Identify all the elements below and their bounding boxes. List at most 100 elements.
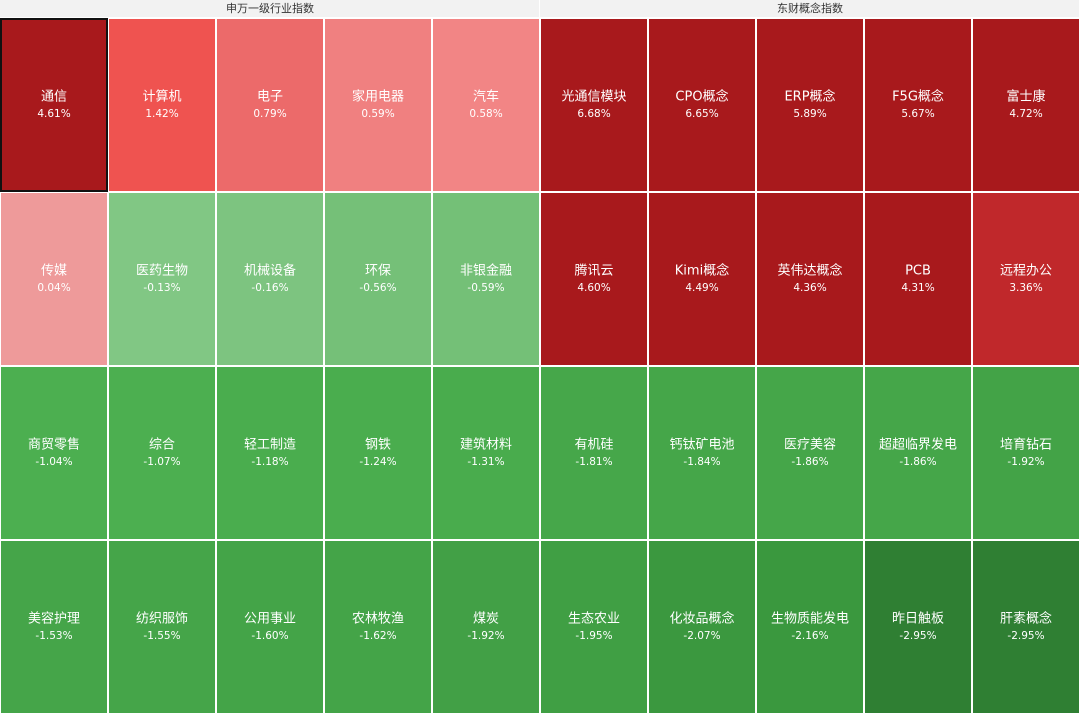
cell-name: PCB <box>905 264 931 279</box>
cell-name: 美容护理 <box>28 611 80 627</box>
heat-cell <box>541 367 647 539</box>
cell-value: 5.67% <box>901 108 934 120</box>
cell-name: 非银金融 <box>460 263 512 279</box>
cell-name: 富士康 <box>1006 89 1045 105</box>
cell-name: 医药生物 <box>136 264 188 279</box>
heat-cell <box>865 193 971 365</box>
cell-value: -1.07% <box>143 456 180 468</box>
heat-cell <box>433 541 539 713</box>
heat-cell <box>109 19 215 191</box>
cell-name: 昨日触板 <box>892 612 944 627</box>
cell-value: -1.95% <box>575 630 612 642</box>
heat-cell <box>973 541 1079 713</box>
heat-cell <box>1 193 107 365</box>
heat-cell <box>217 541 323 713</box>
cell-value: 4.60% <box>577 282 610 294</box>
heat-cell <box>325 367 431 539</box>
cell-value: -0.56% <box>359 282 396 294</box>
cell-name: 英伟达概念 <box>777 263 842 279</box>
cell-value: -2.95% <box>1007 630 1044 642</box>
heat-cell <box>757 541 863 713</box>
cell-name: 机械设备 <box>244 263 296 279</box>
cell-value: -0.13% <box>143 282 180 294</box>
cell-name: 商贸零售 <box>28 437 80 453</box>
heat-cell <box>325 541 431 713</box>
heat-cell <box>109 367 215 539</box>
cell-value: 4.36% <box>793 282 826 294</box>
heat-cell <box>0 18 108 192</box>
cell-name: 远程办公 <box>1000 264 1052 279</box>
cell-name: 农林牧渔 <box>352 612 404 627</box>
heat-cell <box>757 367 863 539</box>
heat-cell <box>1 367 107 539</box>
heat-cell <box>109 541 215 713</box>
cell-value: -1.92% <box>1007 456 1044 468</box>
cell-value: -1.86% <box>791 456 828 468</box>
cell-value: -1.24% <box>359 456 396 468</box>
cell-name: F5G概念 <box>892 89 944 105</box>
cell-value: 4.49% <box>685 282 718 294</box>
cell-name: 超超临界发电 <box>879 437 957 453</box>
cell-value: -1.55% <box>143 630 180 642</box>
cell-value: -1.86% <box>899 456 936 468</box>
cell-name: ERP概念 <box>784 89 835 105</box>
header-bar <box>0 0 539 17</box>
cell-name: 公用事业 <box>244 612 296 627</box>
cell-name: 轻工制造 <box>244 438 296 453</box>
heat-cell <box>433 19 539 191</box>
cell-value: 3.36% <box>1009 282 1042 294</box>
cell-value: -1.60% <box>251 630 288 642</box>
cell-value: 4.61% <box>37 108 70 120</box>
cell-name: 汽车 <box>473 89 499 105</box>
cell-value: 0.58% <box>469 108 502 120</box>
heat-cell <box>217 19 323 191</box>
cell-value: -1.18% <box>251 456 288 468</box>
cell-value: -1.31% <box>467 456 504 468</box>
heat-cell <box>973 367 1079 539</box>
cell-value: -0.16% <box>251 282 288 294</box>
cell-value: 0.59% <box>361 108 394 120</box>
cell-value: 4.72% <box>1009 108 1042 120</box>
heat-cell <box>757 193 863 365</box>
heat-cell <box>325 19 431 191</box>
panel-title: 东财概念指数 <box>777 1 843 15</box>
cell-value: 5.89% <box>793 108 826 120</box>
cell-name: 综合 <box>149 438 175 453</box>
cell-value: -1.62% <box>359 630 396 642</box>
cell-name: 医疗美容 <box>784 437 836 453</box>
cell-value: -2.16% <box>791 630 828 642</box>
cell-name: 光通信模块 <box>561 90 626 105</box>
cell-name: 化妆品概念 <box>669 611 734 627</box>
cell-value: 0.79% <box>253 108 286 120</box>
cell-name: 电子 <box>257 90 283 105</box>
cell-value: -1.04% <box>35 456 72 468</box>
cell-value: 6.65% <box>685 108 718 120</box>
heat-cell <box>865 367 971 539</box>
heat-cell <box>325 193 431 365</box>
panel-title: 申万一级行业指数 <box>226 1 314 15</box>
cell-name: 通信 <box>41 90 67 105</box>
header-bar <box>540 0 1079 17</box>
cell-value: -1.92% <box>467 630 504 642</box>
cell-value: 6.68% <box>577 108 610 120</box>
heat-cell <box>217 367 323 539</box>
cell-name: 肝素概念 <box>1000 611 1052 627</box>
cell-value: 0.04% <box>37 282 70 294</box>
cell-name: 腾讯云 <box>574 263 613 279</box>
cell-name: 环保 <box>365 264 391 279</box>
heat-cell <box>433 193 539 365</box>
heat-cell <box>865 19 971 191</box>
heat-cell <box>649 541 755 713</box>
cell-value: -1.53% <box>35 630 72 642</box>
cell-name: 传媒 <box>41 264 67 279</box>
heat-cell <box>541 193 647 365</box>
cell-value: -1.84% <box>683 456 720 468</box>
heat-cell <box>649 193 755 365</box>
heat-cell <box>973 193 1079 365</box>
heat-cell <box>865 541 971 713</box>
heat-cell <box>1 541 107 713</box>
heat-cell <box>109 193 215 365</box>
cell-value: -1.81% <box>575 456 612 468</box>
cell-name: 建筑材料 <box>460 437 512 453</box>
cell-name: 计算机 <box>142 90 181 105</box>
